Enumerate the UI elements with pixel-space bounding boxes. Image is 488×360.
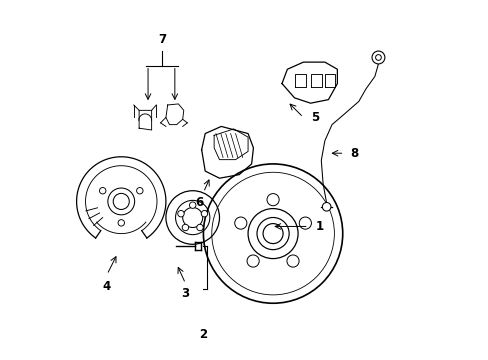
- Text: 7: 7: [158, 33, 166, 46]
- Circle shape: [118, 220, 124, 226]
- Text: 5: 5: [310, 111, 318, 124]
- Circle shape: [136, 188, 143, 194]
- Text: 1: 1: [315, 220, 324, 233]
- Text: 3: 3: [181, 287, 189, 300]
- Circle shape: [189, 202, 196, 208]
- Circle shape: [99, 188, 106, 194]
- Circle shape: [177, 211, 184, 217]
- Text: 2: 2: [199, 328, 207, 341]
- Circle shape: [375, 55, 381, 60]
- Circle shape: [196, 224, 203, 231]
- Circle shape: [322, 203, 330, 211]
- Circle shape: [371, 51, 384, 64]
- Text: 6: 6: [195, 196, 203, 209]
- Circle shape: [201, 211, 207, 217]
- Circle shape: [182, 224, 188, 231]
- Text: 4: 4: [102, 280, 111, 293]
- Text: 8: 8: [349, 147, 357, 160]
